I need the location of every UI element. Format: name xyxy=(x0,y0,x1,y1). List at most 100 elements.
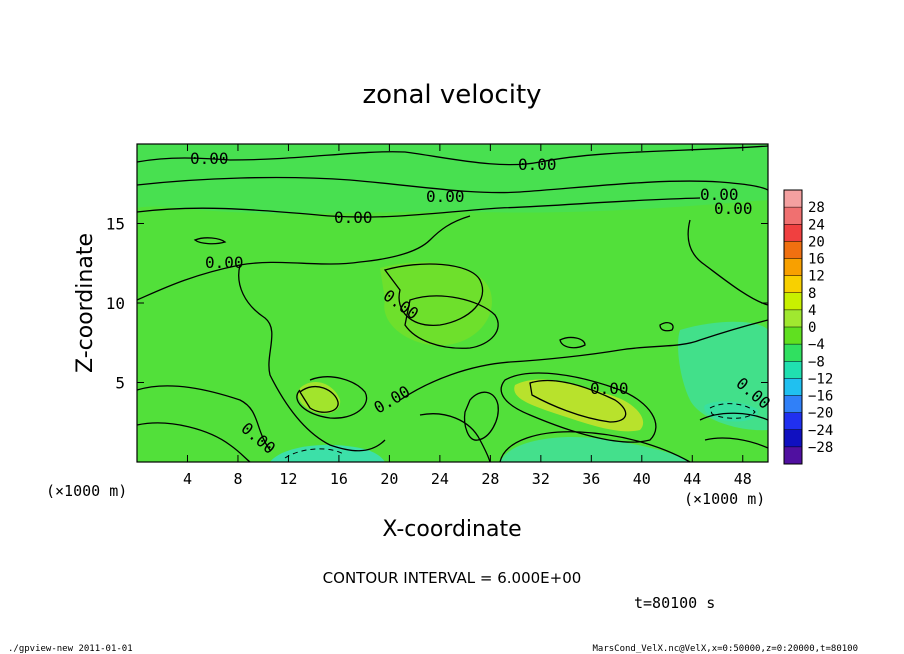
x-tick-label: 32 xyxy=(532,470,550,488)
colorbar-swatch xyxy=(784,412,802,431)
contour-line xyxy=(699,412,769,421)
contour-line xyxy=(193,237,227,245)
time-label: t=80100 s xyxy=(634,594,715,612)
contour-line xyxy=(299,386,339,413)
contour-line xyxy=(687,219,769,306)
colorbar-label: 16 xyxy=(808,252,825,268)
contour-line xyxy=(499,431,691,463)
x-tick-label: 48 xyxy=(734,470,752,488)
contour-line xyxy=(704,437,769,449)
x-tick-label: 40 xyxy=(633,470,651,488)
colorbar-label: −4 xyxy=(808,337,825,353)
colorbar-swatch xyxy=(784,309,802,328)
colorbar-label: 4 xyxy=(808,303,816,319)
x-axis-label: X-coordinate xyxy=(382,517,521,542)
contour-line xyxy=(136,145,769,166)
contour-label: 0.00 xyxy=(426,187,465,206)
contour-lines xyxy=(136,145,769,463)
contour-line xyxy=(529,379,627,423)
contour-line xyxy=(136,176,769,194)
colorbar-label: −20 xyxy=(808,406,833,422)
x-tick-label: 12 xyxy=(279,470,297,488)
y-axis: 5 10 15 xyxy=(106,215,768,393)
region-low-right-positive xyxy=(514,379,644,432)
colorbar-label: −24 xyxy=(808,423,833,439)
footer-left: ./gpview-new 2011-01-01 xyxy=(8,644,133,654)
x-tick-label: 4 xyxy=(183,470,192,488)
y-axis-label: Z-coordinate xyxy=(73,233,98,373)
region-right-low-negative xyxy=(704,401,759,422)
contour-line xyxy=(559,336,586,349)
x-tick-label: 24 xyxy=(431,470,449,488)
chart-title: zonal velocity xyxy=(362,80,541,110)
contour-line xyxy=(659,322,674,332)
colorbar-label: 24 xyxy=(808,217,825,233)
contour-label: 0.00 xyxy=(205,253,244,272)
contour-line xyxy=(136,422,251,463)
region-bottom-mid-negative xyxy=(500,436,690,462)
colorbar-label: −28 xyxy=(808,440,833,456)
x-tick-label: 44 xyxy=(683,470,701,488)
contour-line-negative xyxy=(284,448,346,459)
colorbar-swatch xyxy=(784,429,802,448)
contour-line xyxy=(296,376,368,419)
region-bottom-negative xyxy=(270,444,385,462)
x-axis: 4 8 12 16 20 24 28 32 36 40 44 48 xyxy=(183,144,752,488)
x-tick-label: 20 xyxy=(380,470,398,488)
contour-line-negative xyxy=(709,403,756,419)
contour-line xyxy=(399,319,769,401)
colorbar-label: −16 xyxy=(808,389,833,405)
x-tick-label: 8 xyxy=(233,470,242,488)
plot-area: 0.00 0.00 0.00 0.00 0.00 0.00 0.00 0.00 … xyxy=(136,143,774,463)
colorbar-label: −12 xyxy=(808,371,833,387)
x-tick-label: 36 xyxy=(582,470,600,488)
x-axis-unit: (×1000 m) xyxy=(684,490,765,508)
colorbar-label: −8 xyxy=(808,354,825,370)
contour-line xyxy=(383,263,484,326)
colorbar-swatch xyxy=(784,241,802,259)
contour-lines-dashed xyxy=(284,403,756,459)
colorbar-swatch xyxy=(784,344,802,362)
footer-right: MarsCond_VelX.nc@VelX,x=0:50000,z=0:2000… xyxy=(592,644,858,654)
colorbar-swatch xyxy=(784,190,802,208)
colorbar-swatch xyxy=(784,292,802,311)
y-axis-unit: (×1000 m) xyxy=(46,482,127,500)
contour-interval-note: CONTOUR INTERVAL = 6.000E+00 xyxy=(323,569,582,587)
y-tick-label: 15 xyxy=(106,215,125,234)
colorbar-label: 20 xyxy=(808,234,825,250)
contour-label: 0.00 xyxy=(518,155,557,174)
contour-label: 0.00 xyxy=(700,185,739,204)
contour-label: 0.00 xyxy=(190,149,229,168)
contour-line xyxy=(419,413,491,463)
x-tick-label: 16 xyxy=(330,470,348,488)
colorbar-swatch xyxy=(784,361,802,379)
colorbar-label: 8 xyxy=(808,286,816,302)
colorbar-label: 28 xyxy=(808,200,825,216)
contour-label: 0.00 xyxy=(590,379,629,398)
contour-label: 0.00 xyxy=(334,208,373,227)
colorbar-swatch xyxy=(784,207,802,225)
region-right-negative xyxy=(678,321,768,431)
colorbar-swatch xyxy=(784,446,802,465)
contour-label: 0.00 xyxy=(714,199,753,218)
contour-line xyxy=(404,295,499,349)
colorbar-swatch xyxy=(784,275,802,294)
y-tick-label: 5 xyxy=(115,374,125,393)
contour-line xyxy=(136,215,471,301)
region-center-positive xyxy=(380,262,492,346)
colorbar-swatch xyxy=(784,258,802,277)
colorbar-swatch xyxy=(784,378,802,396)
contour-line xyxy=(500,372,657,443)
region-top-band xyxy=(137,144,768,214)
colorbar-swatch xyxy=(784,224,802,242)
contour-line xyxy=(136,385,271,451)
contour-line xyxy=(463,391,499,441)
contour-line xyxy=(136,197,701,218)
x-tick-label: 28 xyxy=(481,470,499,488)
colorbar-swatch xyxy=(784,327,802,345)
contour-line xyxy=(238,264,386,452)
colorbar-label: 0 xyxy=(808,320,816,336)
y-tick-label: 10 xyxy=(106,294,125,313)
